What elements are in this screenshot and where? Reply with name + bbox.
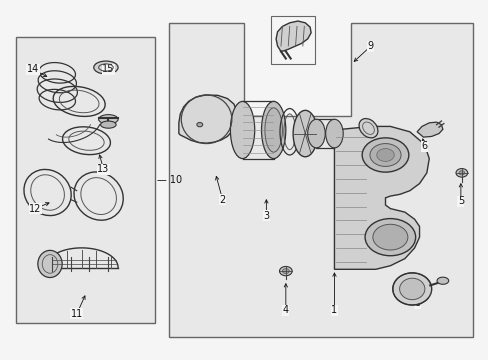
- Circle shape: [455, 168, 467, 177]
- Ellipse shape: [369, 144, 400, 166]
- Ellipse shape: [38, 250, 62, 278]
- Ellipse shape: [307, 119, 325, 148]
- Text: 5: 5: [457, 197, 463, 206]
- Text: 7: 7: [374, 141, 381, 151]
- Polygon shape: [179, 95, 237, 143]
- Text: 6: 6: [421, 141, 427, 151]
- Ellipse shape: [292, 111, 317, 157]
- Ellipse shape: [99, 114, 118, 124]
- Circle shape: [279, 266, 291, 276]
- Ellipse shape: [392, 273, 431, 305]
- Polygon shape: [276, 21, 310, 51]
- Bar: [271, 16, 314, 64]
- Polygon shape: [334, 126, 428, 269]
- Text: 9: 9: [367, 41, 373, 51]
- Ellipse shape: [365, 219, 415, 256]
- Ellipse shape: [261, 102, 285, 158]
- Ellipse shape: [436, 277, 448, 284]
- Bar: [16, 37, 154, 323]
- Polygon shape: [416, 122, 442, 137]
- Circle shape: [282, 269, 288, 274]
- Text: 1: 1: [331, 305, 337, 315]
- Circle shape: [458, 171, 464, 175]
- Polygon shape: [169, 23, 472, 337]
- Ellipse shape: [399, 278, 424, 300]
- Ellipse shape: [264, 108, 282, 152]
- Text: 14: 14: [27, 64, 39, 74]
- Text: 15: 15: [102, 64, 114, 74]
- Text: 2: 2: [219, 195, 225, 204]
- Ellipse shape: [101, 121, 116, 128]
- Text: 4: 4: [282, 305, 288, 315]
- Text: 11: 11: [70, 309, 82, 319]
- Ellipse shape: [376, 149, 393, 161]
- Ellipse shape: [362, 138, 408, 172]
- Ellipse shape: [230, 102, 254, 158]
- Ellipse shape: [372, 224, 407, 250]
- Ellipse shape: [358, 118, 377, 138]
- Ellipse shape: [325, 119, 343, 148]
- Circle shape: [197, 122, 202, 127]
- Text: — 10: — 10: [157, 175, 182, 185]
- Text: 3: 3: [263, 211, 269, 221]
- Text: 13: 13: [97, 164, 109, 174]
- Ellipse shape: [94, 61, 118, 74]
- Text: 12: 12: [29, 203, 41, 213]
- Text: 8: 8: [413, 298, 419, 308]
